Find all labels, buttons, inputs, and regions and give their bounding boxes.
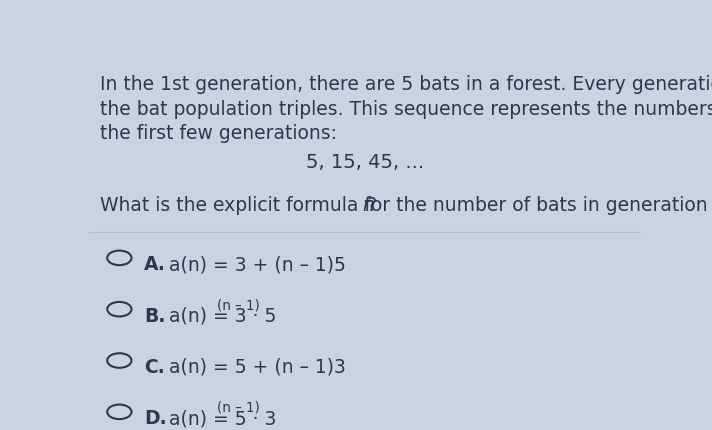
Text: ?: ? <box>367 196 377 215</box>
Text: D.: D. <box>144 409 167 428</box>
Text: B.: B. <box>144 307 166 326</box>
Text: a(n) = 3 · 5: a(n) = 3 · 5 <box>169 307 276 326</box>
Text: the bat population triples. This sequence represents the numbers of bats for: the bat population triples. This sequenc… <box>100 100 712 119</box>
Text: a(n) = 5 + (n – 1)3: a(n) = 5 + (n – 1)3 <box>169 358 346 377</box>
Text: In the 1st generation, there are 5 bats in a forest. Every generation after that: In the 1st generation, there are 5 bats … <box>100 75 712 94</box>
Text: C.: C. <box>144 358 165 377</box>
Text: a(n) = 3 + (n – 1)5: a(n) = 3 + (n – 1)5 <box>169 255 346 274</box>
Text: a(n) = 5 · 3: a(n) = 5 · 3 <box>169 409 276 428</box>
Text: n: n <box>362 196 374 215</box>
Text: the first few generations:: the first few generations: <box>100 124 337 144</box>
Text: A.: A. <box>144 255 166 274</box>
Text: What is the explicit formula for the number of bats in generation: What is the explicit formula for the num… <box>100 196 712 215</box>
Text: 5, 15, 45, ...: 5, 15, 45, ... <box>306 153 424 172</box>
Text: (n – 1): (n – 1) <box>216 401 260 415</box>
Text: (n – 1): (n – 1) <box>216 298 260 312</box>
